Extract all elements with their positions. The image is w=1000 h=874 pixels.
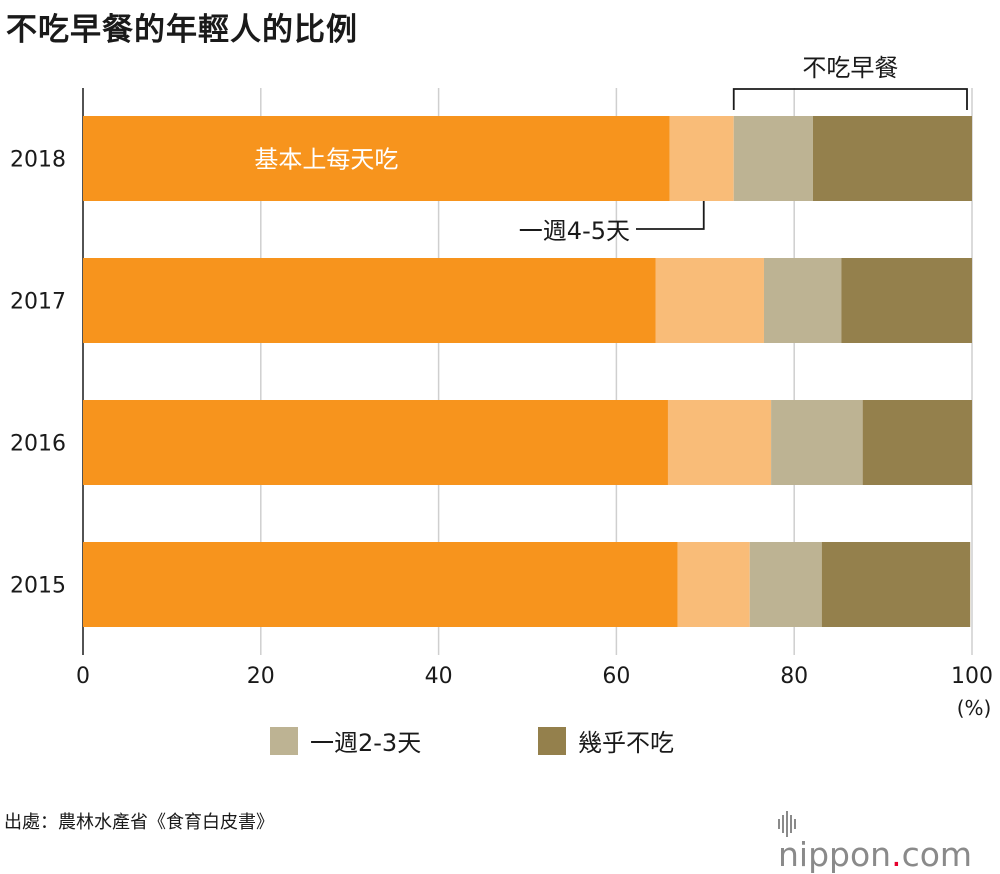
series-label-daily: 基本上每天吃	[254, 146, 398, 174]
bar-2018-series-2	[733, 116, 813, 201]
x-tick-0: 0	[76, 664, 90, 689]
year-label-2018: 2018	[10, 148, 66, 173]
bar-2017-series-0	[83, 258, 656, 343]
legend: 一週2-3天 幾乎不吃	[270, 727, 674, 757]
bar-2018-series-3	[812, 116, 972, 201]
bar-segments	[83, 116, 972, 627]
brand-tld: com	[901, 835, 973, 874]
brand-dot: .	[891, 835, 902, 874]
legend-label-0: 一週2-3天	[310, 729, 421, 757]
bar-2016-series-2	[771, 400, 863, 485]
bar-2016-series-1	[667, 400, 772, 485]
x-tick-80: 80	[780, 664, 808, 689]
x-unit-label: (%)	[957, 696, 992, 720]
bar-2015-series-0	[83, 542, 678, 627]
year-label-2016: 2016	[10, 432, 66, 457]
year-labels: 2018 2017 2016 2015	[10, 148, 66, 599]
x-tick-60: 60	[602, 664, 630, 689]
bar-2017-series-1	[655, 258, 764, 343]
x-tick-100: 100	[951, 664, 993, 689]
brand-name: nippon	[778, 835, 892, 874]
legend-swatch-0	[270, 727, 298, 755]
bar-2015-series-1	[677, 542, 750, 627]
bar-2016-series-0	[83, 400, 668, 485]
chart-title: 不吃早餐的年輕人的比例	[6, 12, 358, 48]
bar-2018-series-0	[83, 116, 670, 201]
series-label-4-5-days: 一週4-5天	[519, 217, 630, 245]
source-note: 出處：農林水產省《食育白皮書》	[4, 812, 274, 833]
legend-swatch-1	[538, 727, 566, 755]
bar-2016-series-3	[862, 400, 972, 485]
bar-2018-series-1	[669, 116, 734, 201]
stacked-bar-chart: 2018 2017 2016 2015 0 20 40 60 80 100 (%) 基本上每天吃一…	[10, 54, 993, 757]
skip-breakfast-bracket	[732, 88, 968, 110]
year-label-2017: 2017	[10, 290, 66, 315]
brand-bars-icon	[778, 803, 802, 837]
bar-2017-series-2	[763, 258, 842, 343]
x-tick-40: 40	[425, 664, 453, 689]
bar-2015-series-2	[749, 542, 822, 627]
x-tick-labels: 0 20 40 60 80 100 (%)	[76, 664, 993, 720]
brand-logo: nippon.com	[778, 796, 1000, 874]
year-label-2015: 2015	[10, 574, 66, 599]
bar-2015-series-3	[821, 542, 971, 627]
legend-label-1: 幾乎不吃	[578, 729, 674, 757]
bar-2017-series-3	[841, 258, 972, 343]
bracket-label: 不吃早餐	[802, 54, 898, 82]
callout-line	[636, 201, 705, 230]
x-tick-20: 20	[247, 664, 275, 689]
